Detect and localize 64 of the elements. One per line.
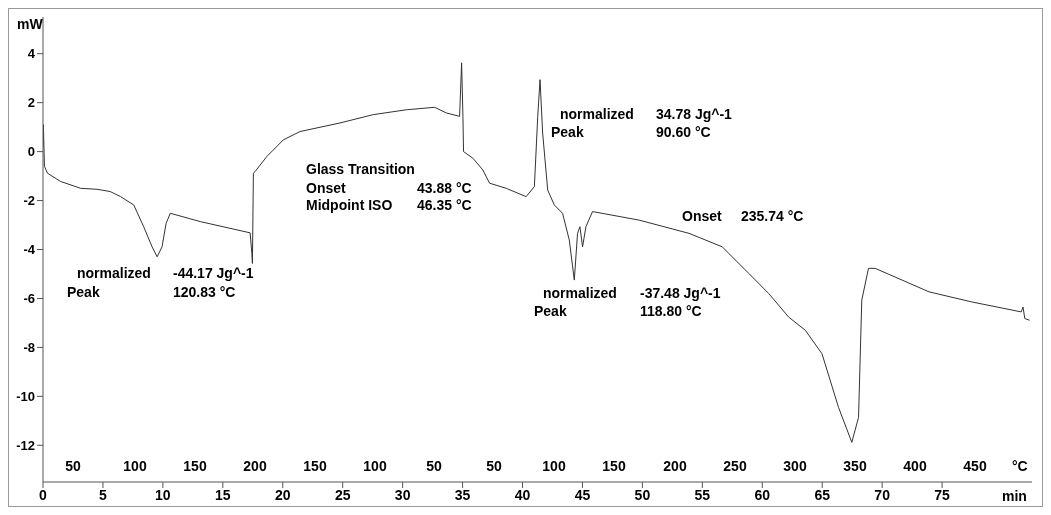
y-tick-label: -12 bbox=[16, 437, 35, 453]
x-tick-label: 30 bbox=[394, 486, 411, 503]
annotation: normalized bbox=[77, 265, 151, 281]
annotation: 100 bbox=[123, 458, 147, 474]
annotation: normalized bbox=[543, 285, 617, 301]
annotation: 118.80 °C bbox=[640, 303, 702, 319]
annotation: 250 bbox=[723, 458, 747, 474]
x-tick-label: 15 bbox=[215, 486, 231, 503]
annotation: 400 bbox=[903, 458, 927, 474]
annotation: 100 bbox=[542, 458, 566, 474]
x-tick-label: 0 bbox=[39, 486, 48, 503]
x-tick-label: 55 bbox=[694, 486, 711, 503]
annotation: Onset bbox=[682, 208, 722, 224]
x-tick-label: 60 bbox=[754, 486, 771, 503]
annotation: Peak bbox=[551, 124, 584, 140]
x-tick-label: 75 bbox=[934, 486, 951, 503]
annotation: 200 bbox=[663, 458, 687, 474]
annotation: 50 bbox=[65, 458, 81, 474]
annotation: 200 bbox=[243, 458, 267, 474]
annotation: 300 bbox=[783, 458, 807, 474]
annotation: 90.60 °C bbox=[656, 124, 711, 140]
annotation: 100 bbox=[363, 458, 387, 474]
annotation: 150 bbox=[602, 458, 626, 474]
annotation: 350 bbox=[843, 458, 867, 474]
x-tick-label: 35 bbox=[454, 486, 471, 503]
annotation: Midpoint ISO bbox=[306, 197, 393, 213]
y-tick-label: 2 bbox=[27, 95, 35, 111]
annotation: Peak bbox=[67, 284, 100, 300]
annotation: Glass Transition bbox=[306, 161, 415, 177]
annotation: 120.83 °C bbox=[173, 284, 236, 300]
y-tick-label: -10 bbox=[16, 388, 35, 404]
x2-axis-title: °C bbox=[1012, 458, 1028, 474]
x-tick-label: 70 bbox=[874, 486, 891, 503]
annotation: 43.88 °C bbox=[417, 180, 472, 196]
x-tick-label: 40 bbox=[514, 486, 531, 503]
x-axis-title: min bbox=[1002, 488, 1027, 504]
annotation: -44.17 Jg^-1 bbox=[173, 265, 254, 281]
x-tick-label: 10 bbox=[155, 486, 171, 503]
annotation: Peak bbox=[534, 303, 567, 319]
y-tick-label: 0 bbox=[27, 144, 35, 160]
y-tick-label: 4 bbox=[27, 46, 36, 62]
annotation: 50 bbox=[486, 458, 502, 474]
annotation: 235.74 °C bbox=[741, 208, 804, 224]
x-tick-label: 50 bbox=[634, 486, 651, 503]
annotation: 46.35 °C bbox=[417, 197, 472, 213]
annotation: normalized bbox=[560, 106, 634, 122]
x-tick-label: 5 bbox=[99, 486, 108, 503]
x-tick-label: 20 bbox=[274, 486, 291, 503]
y-tick-label: -8 bbox=[23, 340, 35, 356]
annotation: -37.48 Jg^-1 bbox=[640, 285, 721, 301]
annotation: 450 bbox=[963, 458, 987, 474]
x-tick-label: 25 bbox=[334, 486, 351, 503]
x-tick-label: 65 bbox=[814, 486, 831, 503]
annotation: 34.78 Jg^-1 bbox=[656, 106, 732, 122]
x-tick-label: 45 bbox=[574, 486, 591, 503]
annotation: 150 bbox=[303, 458, 327, 474]
y-axis-title: mW bbox=[17, 16, 43, 32]
y-tick-label: -4 bbox=[23, 242, 36, 258]
line-series bbox=[43, 62, 1031, 443]
annotation: 150 bbox=[183, 458, 207, 474]
annotation: 50 bbox=[426, 458, 442, 474]
y-tick-label: -6 bbox=[23, 291, 35, 307]
y-tick-label: -2 bbox=[23, 193, 35, 209]
annotation: Onset bbox=[306, 180, 346, 196]
